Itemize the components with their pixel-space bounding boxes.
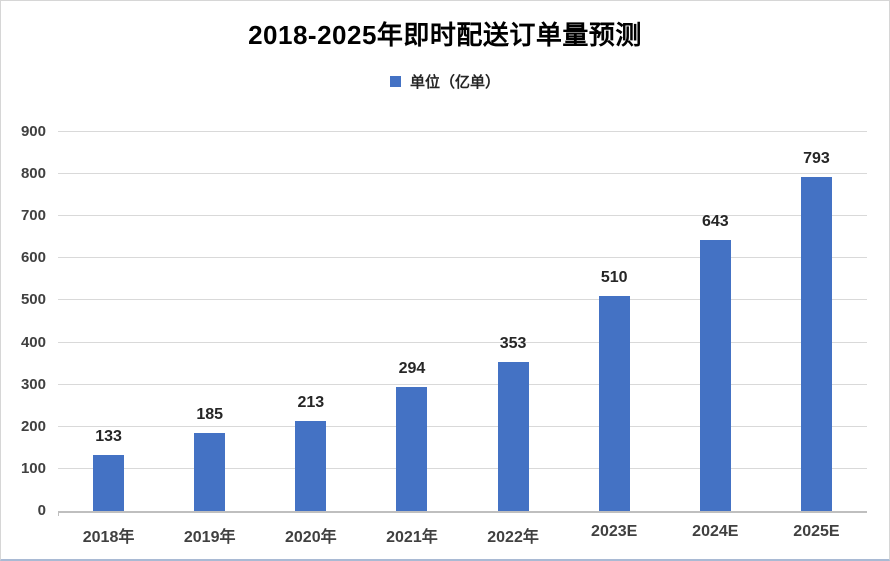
- y-axis-tick-label: 600: [20, 249, 46, 267]
- y-axis-tick-label: 800: [20, 165, 46, 183]
- y-axis-tick-label: 300: [20, 375, 46, 393]
- gridline-y-100: [58, 467, 867, 469]
- y-axis-tick-label: 200: [20, 417, 46, 435]
- bar-2021年: [396, 387, 428, 511]
- x-axis-tick-label: 2022年: [487, 529, 539, 546]
- bar-2019年: [194, 433, 226, 511]
- bar-value-label: 213: [297, 394, 325, 412]
- gridline-y-900: [58, 131, 867, 132]
- x-axis-tick-label: 2020年: [285, 529, 337, 546]
- y-axis-tick-label: 500: [20, 291, 46, 309]
- gridline-y-200: [58, 425, 867, 427]
- plot-area: [58, 131, 867, 513]
- bar-value-label: 353: [499, 335, 527, 353]
- bar-2018年: [93, 454, 125, 511]
- bar-value-label: 133: [95, 427, 122, 445]
- y-axis-tick-label: 0: [37, 502, 46, 519]
- gridline-y-300: [58, 383, 867, 385]
- gridline-y-700: [58, 215, 867, 217]
- gridline-y-500: [58, 299, 867, 301]
- y-axis-tick-label: 400: [20, 333, 46, 351]
- chart-title: 2018-2025年即时配送订单量预测: [248, 20, 642, 50]
- axis-origin-tick: [58, 512, 59, 516]
- x-axis-tick-label: 2021年: [386, 529, 438, 546]
- bar-value-label: 643: [701, 213, 729, 231]
- x-axis-tick-label: 2019年: [183, 529, 236, 546]
- x-axis-tick-label: 2024E: [692, 523, 739, 540]
- y-axis-tick-label: 900: [20, 123, 46, 140]
- bar-2022年: [497, 362, 529, 511]
- y-axis-tick-label: 700: [20, 207, 46, 225]
- bar-2024E: [699, 240, 731, 511]
- gridline-y-800: [58, 173, 867, 175]
- bar-value-label: 510: [600, 269, 628, 287]
- chart-legend: 单位（亿单）: [1, 71, 889, 92]
- bar-2025E: [800, 177, 832, 511]
- bar-2020年: [295, 421, 327, 511]
- x-axis-tick-label: 2023E: [591, 523, 638, 540]
- bar-2023E: [598, 296, 630, 511]
- x-axis-tick-label: 2025E: [793, 523, 840, 540]
- y-axis-tick-label: 100: [20, 459, 46, 477]
- x-axis-tick-label: 2018年: [82, 529, 135, 546]
- legend-label: 单位（亿单）: [409, 74, 500, 91]
- gridline-y-400: [58, 341, 867, 343]
- legend-swatch-icon: [389, 76, 401, 87]
- gridline-y-600: [58, 257, 867, 259]
- bar-value-label: 185: [196, 406, 224, 424]
- bar-value-label: 294: [398, 360, 426, 378]
- bar-value-label: 793: [803, 150, 830, 168]
